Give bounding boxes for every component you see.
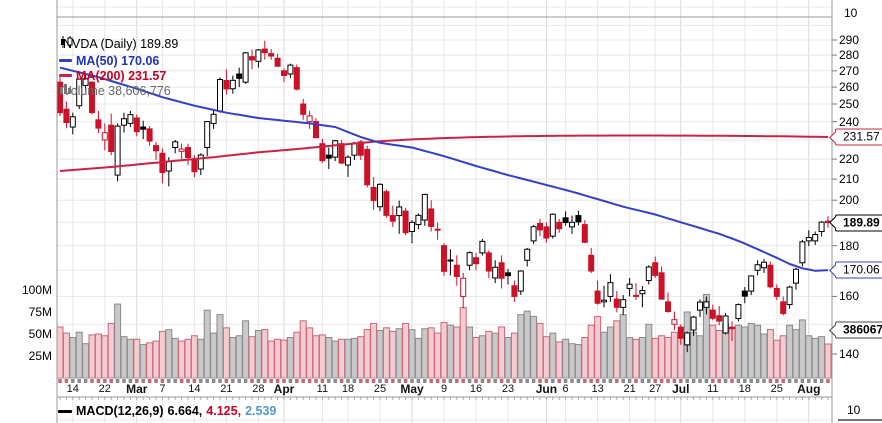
volume-label: Volume 38,606,776 [63, 83, 171, 98]
date-tick-label: 21 [623, 383, 636, 395]
macd-histogram-value: 2.539 [245, 404, 277, 418]
date-tick-label: Mar [126, 382, 148, 396]
volume-tick-label: 75M [28, 305, 52, 319]
price-tick-label: 220 [839, 152, 860, 167]
price-tick-label: 280 [839, 48, 860, 63]
price-tick-label: 250 [839, 96, 860, 111]
date-tick-label: 27 [649, 383, 662, 395]
price-tick-label: 210 [839, 172, 860, 187]
macd-pane-axis-tick: 10 [847, 403, 861, 417]
date-tick-label: Aug [797, 382, 821, 396]
price-tick-label: 290 [839, 33, 860, 47]
date-tick-label: 25 [770, 383, 783, 395]
price-tag-386067: 386067 [829, 321, 882, 339]
date-tick-label: May [400, 382, 424, 396]
ma50-line-swatch [59, 59, 72, 62]
date-tick-label: 22 [98, 383, 111, 395]
price-tick-label: 260 [839, 80, 860, 95]
price-tick-label: 240 [839, 114, 860, 129]
date-tick-label: 18 [738, 383, 751, 395]
legend-volume-row: Volume 38,606,776 [59, 83, 171, 98]
legend-ma200-row: MA(200) 231.57 [59, 68, 166, 83]
date-tick-label: 16 [469, 383, 483, 395]
date-tick-label: 13 [591, 383, 604, 395]
date-tick-label: Jun [535, 382, 558, 396]
date-tick-label: 11 [707, 383, 719, 395]
ma50-label: MA(50) 170.06 [76, 53, 160, 68]
ma200-label: MA(200) 231.57 [76, 68, 167, 83]
date-tick-label: 28 [252, 383, 265, 395]
price-tick-label: 160 [839, 289, 860, 304]
ma200-line-swatch [59, 74, 72, 77]
macd-signal-value: 4.125, [206, 404, 242, 418]
volume-tick-label: 50M [28, 327, 52, 341]
macd-legend: MACD(12,26,9) 6.664, 4.125, 2.539 [58, 404, 276, 418]
date-tick-label: 18 [341, 383, 355, 395]
volume-tick-label: 100M [21, 283, 52, 297]
date-tick-label: 21 [220, 383, 233, 395]
macd-line-swatch [58, 409, 72, 413]
date-tick-label: 23 [501, 383, 515, 395]
date-tick-label: 6 [562, 383, 569, 395]
legend-ma50-row: MA(50) 170.06 [59, 53, 159, 68]
macd-name: MACD(12,26,9) [76, 404, 164, 418]
macd-value: 6.664, [167, 404, 203, 418]
date-tick-label: Jul [672, 382, 690, 396]
date-tick-label: 14 [66, 383, 79, 395]
price-tag-170.06: 170.06 [829, 261, 882, 279]
date-tick-label: Apr [273, 382, 295, 396]
price-tag-231.57: 231.57 [829, 128, 882, 146]
date-tick-label: 11 [316, 383, 329, 395]
price-tick-label: 200 [839, 193, 860, 208]
date-tick-label: 14 [188, 383, 201, 395]
legend-symbol-row: NVDA (Daily) 189.89 [59, 36, 178, 51]
date-tick-label: 9 [440, 383, 448, 395]
symbol-title: NVDA (Daily) 189.89 [63, 36, 179, 51]
date-tick-label: 7 [159, 383, 166, 395]
price-tag-189.89: 189.89 [829, 214, 882, 232]
price-tick-label: 140 [839, 347, 860, 361]
volume-tick-label: 25M [28, 349, 52, 363]
price-tick-label: 180 [839, 238, 860, 253]
price-tick-label: 270 [839, 63, 860, 78]
upper-pane-axis-tick: 10 [844, 6, 858, 20]
date-tick-label: 25 [373, 383, 387, 395]
